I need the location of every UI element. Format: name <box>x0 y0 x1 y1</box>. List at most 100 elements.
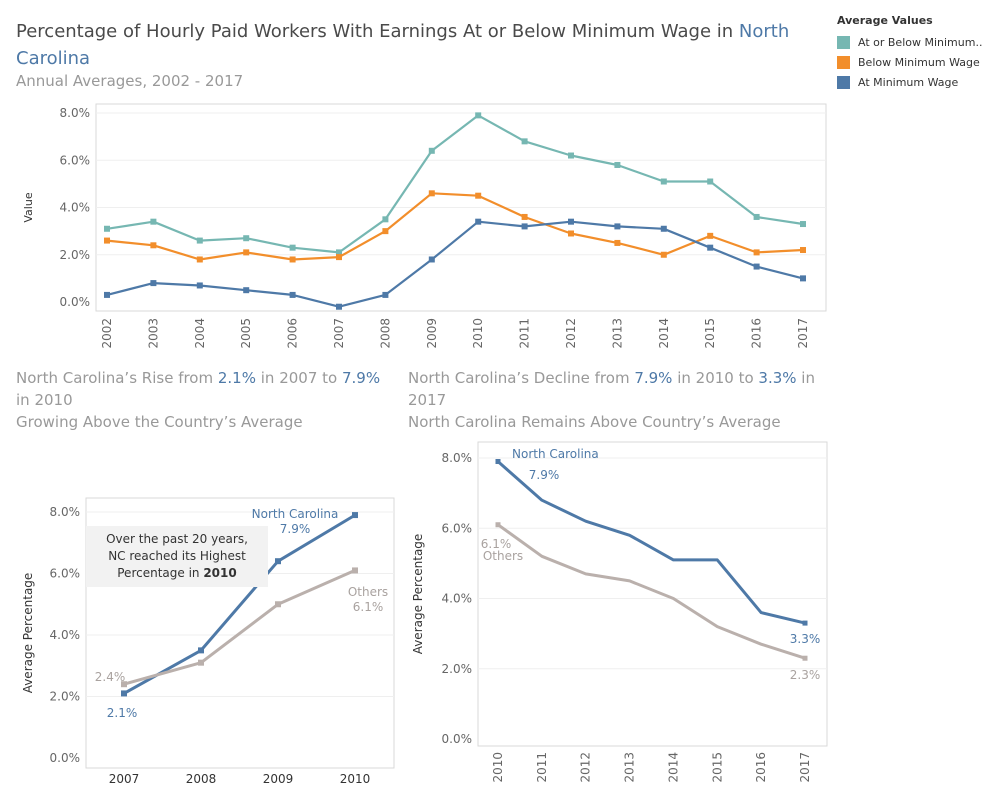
data-point <box>428 190 435 197</box>
y-tick-label: 8.0% <box>60 106 91 120</box>
annotation-text: Percentage in 2010 <box>90 565 264 582</box>
legend: Average Values At or Below Minimum.. Bel… <box>837 14 982 92</box>
data-point <box>289 256 296 263</box>
x-tick-label: 2010 <box>471 318 485 349</box>
x-tick-label: 2016 <box>754 752 768 783</box>
data-point <box>382 228 389 235</box>
y-tick-label: 4.0% <box>60 201 91 215</box>
x-tick-label: 2007 <box>109 772 140 786</box>
x-tick-label: 2006 <box>286 318 300 349</box>
others-end-value-label: 6.1% <box>353 600 384 614</box>
data-point <box>660 225 667 232</box>
data-point <box>352 567 358 574</box>
data-point <box>196 256 203 263</box>
data-point <box>521 138 528 145</box>
y-tick-label: 8.0% <box>442 451 473 465</box>
nc-end-value-label: 7.9% <box>280 522 311 536</box>
x-tick-label: 2011 <box>535 752 549 783</box>
data-point <box>568 230 574 237</box>
legend-label: At Minimum Wage <box>858 75 959 89</box>
y-tick-label: 6.0% <box>60 153 91 167</box>
legend-label: At or Below Minimum.. <box>858 35 983 49</box>
right-title-text: in <box>796 369 815 387</box>
data-point <box>802 655 808 661</box>
left-title-text: in 2007 to <box>255 369 342 387</box>
x-tick-label: 2002 <box>100 318 114 349</box>
data-point <box>707 178 714 185</box>
legend-swatch <box>837 35 850 49</box>
plot-frame <box>85 497 395 769</box>
y-tick-label: 6.0% <box>442 521 473 535</box>
data-point <box>196 237 203 244</box>
data-point <box>800 221 806 228</box>
legend-item-at[interactable]: At Minimum Wage <box>837 72 982 92</box>
legend-swatch <box>837 75 850 89</box>
left-title-line2: in 2010 <box>16 391 73 409</box>
x-tick-label: 2013 <box>610 318 624 349</box>
y-tick-label: 0.0% <box>60 295 91 309</box>
data-point <box>800 247 806 254</box>
data-point <box>382 291 389 298</box>
data-point <box>104 237 110 244</box>
nc-series-label: North Carolina <box>252 507 339 521</box>
others-series-label: Others <box>348 585 388 599</box>
nc-start-value-label: 7.9% <box>529 468 560 482</box>
left-section-title: North Carolina’s Rise from 2.1% in 2007 … <box>16 367 396 433</box>
x-tick-label: 2009 <box>425 318 439 349</box>
decline-line-chart: 0.0% 2.0% 4.0% 6.0% 8.0% Average Percentage 20… <box>411 441 828 783</box>
series-line-at-minimum-wage <box>106 220 804 308</box>
data-point <box>150 280 157 287</box>
legend-item-below[interactable]: Below Minimum Wage <box>837 52 982 72</box>
data-point <box>104 225 110 232</box>
data-point <box>800 275 806 282</box>
data-point <box>196 282 203 289</box>
right-title-line2: 2017 <box>408 391 447 409</box>
x-tick-label: 2017 <box>796 318 810 349</box>
main-line-chart: 0.0% 2.0% 4.0% 6.0% 8.0% Value 2002 2003 2004 200… <box>22 103 827 349</box>
annotation-text-part: Percentage in <box>117 566 204 580</box>
data-point <box>802 620 808 626</box>
series-line-north-carolina <box>497 460 806 625</box>
x-tick-label: 2005 <box>239 318 253 349</box>
data-point <box>428 147 435 154</box>
data-point <box>243 287 250 294</box>
legend-item-at-or-below[interactable]: At or Below Minimum.. <box>837 32 982 52</box>
x-tick-label: 2007 <box>332 318 346 349</box>
y-tick-label: 0.0% <box>50 751 81 765</box>
y-axis-title: Average Percentage <box>411 534 425 655</box>
data-point <box>243 249 250 256</box>
data-point <box>121 690 127 697</box>
data-point <box>660 178 667 185</box>
x-tick-label: 2017 <box>798 752 812 783</box>
data-point <box>352 512 358 519</box>
y-axis-title: Value <box>22 192 35 222</box>
data-point <box>150 242 157 249</box>
data-point <box>660 251 667 258</box>
x-tick-label: 2011 <box>518 318 532 349</box>
x-tick-label: 2013 <box>623 752 637 783</box>
x-tick-label: 2003 <box>146 318 160 349</box>
title-highlight: North Carolina <box>16 21 790 69</box>
data-point <box>336 303 342 310</box>
y-tick-label: 4.0% <box>442 592 473 606</box>
y-tick-label: 8.0% <box>50 505 81 519</box>
y-tick-label: 4.0% <box>50 628 81 642</box>
x-tick-label: 2014 <box>657 318 671 349</box>
x-tick-label: 2009 <box>263 772 294 786</box>
data-point <box>753 249 760 256</box>
right-section-title: North Carolina’s Decline from 7.9% in 20… <box>408 367 828 433</box>
y-tick-label: 6.0% <box>50 567 81 581</box>
right-title-line1: North Carolina’s Decline from 7.9% in 20… <box>408 367 828 389</box>
y-tick-label: 2.0% <box>60 248 91 262</box>
others-start-value-label: 6.1% <box>481 537 512 551</box>
y-tick-label: 2.0% <box>442 662 473 676</box>
right-title-text: North Carolina’s Decline from <box>408 369 635 387</box>
left-title-line3: Growing Above the Country’s Average <box>16 413 303 431</box>
data-point <box>198 659 204 666</box>
nc-end-value-label: 3.3% <box>790 632 821 646</box>
data-point <box>521 213 528 220</box>
data-point <box>475 112 482 119</box>
series-line-others <box>497 523 806 660</box>
annotation-text: NC reached its Highest <box>108 549 246 563</box>
data-point <box>104 291 110 298</box>
